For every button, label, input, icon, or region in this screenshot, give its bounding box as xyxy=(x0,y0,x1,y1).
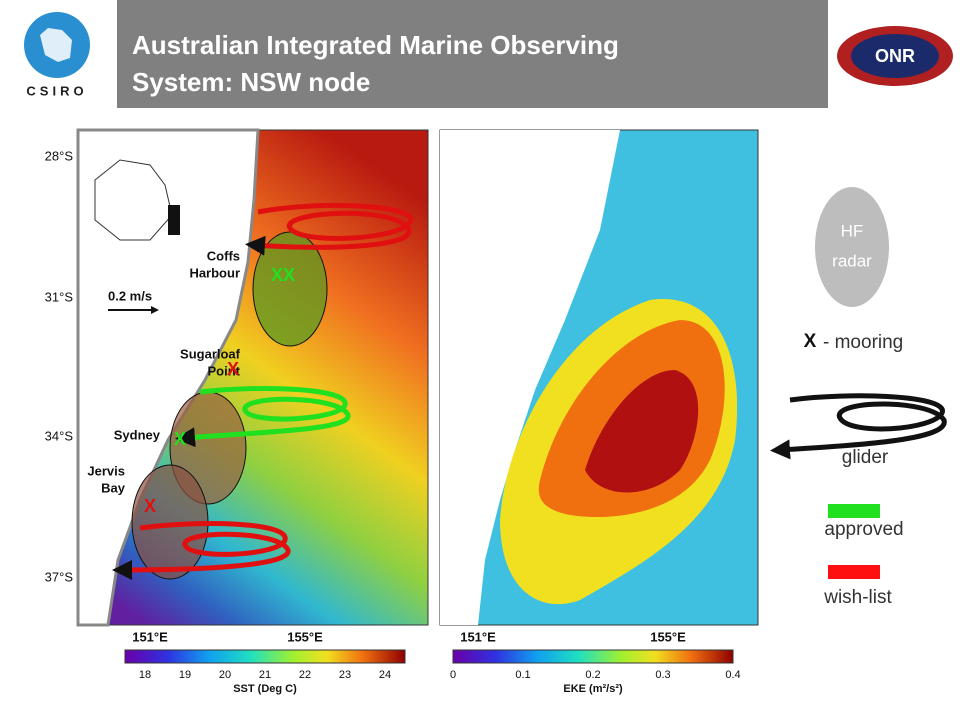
title-bar xyxy=(117,0,828,108)
hf-radar-icon xyxy=(815,187,889,307)
place-label: Coffs xyxy=(207,248,240,263)
lon-label: 155°E xyxy=(650,629,686,644)
place-label: Bay xyxy=(101,480,126,495)
legend-text: glider xyxy=(842,447,889,468)
lon-label: 151°E xyxy=(132,629,168,644)
colorbar-tick: 0 xyxy=(450,669,456,681)
mooring-marker: XX xyxy=(271,265,295,285)
colorbar-tick: 22 xyxy=(299,669,311,681)
colorbar-tick: 0.1 xyxy=(515,669,530,681)
mooring-marker: X xyxy=(144,496,156,516)
hf-radar-area xyxy=(252,231,328,347)
lat-label: 31°S xyxy=(45,289,74,304)
eke-field xyxy=(585,370,699,493)
colorbar-tick: 19 xyxy=(179,669,191,681)
lat-label: 34°S xyxy=(45,428,74,443)
glider-approved xyxy=(175,385,351,448)
legend-text: HF xyxy=(841,221,864,240)
glider-wishlist xyxy=(112,521,291,580)
colorbar-tick: 0.2 xyxy=(585,669,600,681)
lon-label: 151°E xyxy=(460,629,496,644)
logo-map xyxy=(40,28,72,62)
scale-label: 0.2 m/s xyxy=(108,288,152,303)
legend-text: radar xyxy=(832,251,872,270)
place-label: Point xyxy=(208,363,241,378)
colorbar-tick: 21 xyxy=(259,669,271,681)
mooring-marker: X xyxy=(174,429,186,449)
title: System: NSW node xyxy=(132,67,370,97)
colorbar-tick: 23 xyxy=(339,669,351,681)
lat-label: 37°S xyxy=(45,569,74,584)
land xyxy=(440,130,620,625)
onr-logo-inner xyxy=(851,34,939,78)
colorbar-tick: 20 xyxy=(219,669,231,681)
wishlist-swatch xyxy=(828,565,880,579)
colorbar-tick: 18 xyxy=(139,669,151,681)
lon-label: 155°E xyxy=(287,629,323,644)
colorbar-tick: 0.3 xyxy=(655,669,670,681)
lat-label: 28°S xyxy=(45,148,74,163)
eke-colorbar xyxy=(452,649,734,664)
mooring-symbol: X xyxy=(804,331,817,352)
glider-wishlist xyxy=(245,202,414,256)
place-label: Sydney xyxy=(114,427,161,442)
colorbar-label: EKE (m²/s²) xyxy=(563,683,623,695)
inset-box xyxy=(168,205,180,235)
onr-text: ONR xyxy=(875,46,915,66)
sst-colorbar xyxy=(124,649,406,664)
colorbar-tick: 24 xyxy=(379,669,391,681)
colorbar-tick: 0.4 xyxy=(725,669,740,681)
title: Australian Integrated Marine Observing xyxy=(132,30,619,60)
legend-text: approved xyxy=(824,519,903,540)
place-label: Jervis xyxy=(87,463,125,478)
csiro-text: CSIRO xyxy=(26,83,87,98)
glider-icon xyxy=(770,393,947,460)
legend-text: wish-list xyxy=(823,587,892,608)
colorbar-label: SST (Deg C) xyxy=(233,683,297,695)
place-label: Harbour xyxy=(189,265,240,280)
legend-text: - mooring xyxy=(823,332,903,353)
approved-swatch xyxy=(828,504,880,518)
mooring-marker: X xyxy=(227,359,239,379)
place-label: Sugarloaf xyxy=(180,346,241,361)
